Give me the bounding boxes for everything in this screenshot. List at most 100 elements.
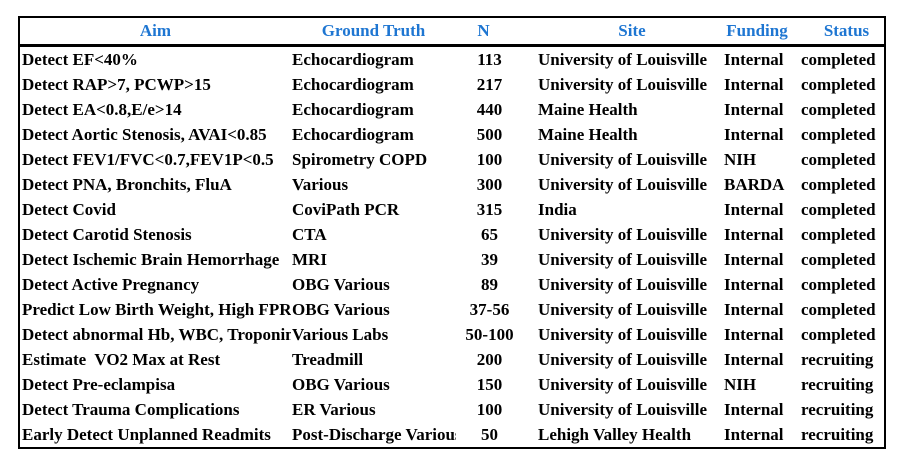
cell-n: 217 — [476, 75, 503, 94]
cell-n: 39 — [481, 250, 498, 269]
table-row: Detect Covid CoviPath PCR 315 India Inte… — [19, 197, 885, 222]
cell-aim: Detect RAP>7, PCWP>15 — [22, 75, 211, 94]
cell-funding: Internal — [724, 50, 784, 69]
table-row: Detect Trauma Complications ER Various 1… — [19, 397, 885, 422]
cell-aim: Detect Carotid Stenosis — [22, 225, 192, 244]
cell-status: completed — [801, 75, 876, 94]
cell-status: recruiting — [801, 350, 874, 369]
table-row: Detect EF<40% Echocardiogram 113 Univers… — [19, 46, 885, 73]
cell-status: recruiting — [801, 375, 874, 394]
cell-ground-truth: Various — [292, 175, 349, 194]
cell-funding: Internal — [724, 300, 784, 319]
cell-site: Maine Health — [538, 100, 638, 119]
cell-status: completed — [801, 300, 876, 319]
cell-ground-truth: Echocardiogram — [292, 75, 414, 94]
table-row: Detect abnormal Hb, WBC, Troponin Variou… — [19, 322, 885, 347]
cell-site: University of Louisville — [538, 375, 708, 394]
cell-n: 37-56 — [469, 300, 510, 319]
cell-aim: Early Detect Unplanned Readmits — [22, 425, 271, 444]
cell-aim: Detect EA<0.8,E/e>14 — [22, 100, 182, 119]
cell-status: completed — [801, 225, 876, 244]
column-header-n: N — [456, 17, 529, 47]
cell-status: completed — [801, 250, 876, 269]
cell-n: 50 — [481, 425, 498, 444]
table-row: Early Detect Unplanned Readmits Post-Dis… — [19, 422, 885, 448]
cell-funding: Internal — [724, 425, 784, 444]
cell-funding: Internal — [724, 225, 784, 244]
cell-aim: Detect Ischemic Brain Hemorrhage — [22, 250, 280, 269]
cell-aim: Detect abnormal Hb, WBC, Troponin — [22, 325, 291, 344]
cell-ground-truth: Treadmill — [292, 350, 364, 369]
cell-status: completed — [801, 325, 876, 344]
cell-n: 89 — [481, 275, 498, 294]
column-header-funding: Funding — [721, 17, 793, 47]
cell-funding: Internal — [724, 400, 784, 419]
cell-funding: Internal — [724, 275, 784, 294]
cell-site: University of Louisville — [538, 150, 708, 169]
table-row: Detect Pre-eclampisa OBG Various 150 Uni… — [19, 372, 885, 397]
cell-aim: Detect Active Pregnancy — [22, 275, 200, 294]
cell-site: University of Louisville — [538, 75, 708, 94]
cell-funding: NIH — [724, 150, 757, 169]
cell-status: recruiting — [801, 425, 874, 444]
cell-n: 300 — [476, 175, 503, 194]
cell-funding: Internal — [724, 250, 784, 269]
cell-aim: Detect Trauma Complications — [22, 400, 240, 419]
table-row: Detect EA<0.8,E/e>14 Echocardiogram 440 … — [19, 97, 885, 122]
cell-n: 113 — [477, 50, 502, 69]
cell-n: 50-100 — [465, 325, 514, 344]
clinical-aims-table: Aim Ground Truth N Site Funding Status D… — [18, 16, 886, 449]
cell-ground-truth: Echocardiogram — [292, 50, 414, 69]
cell-site: Lehigh Valley Health — [538, 425, 692, 444]
cell-aim: Detect PNA, Bronchits, FluA — [22, 175, 232, 194]
cell-aim: Detect FEV1/FVC<0.7,FEV1P<0.5 — [22, 150, 274, 169]
cell-status: completed — [801, 50, 876, 69]
column-header-ground-truth: Ground Truth — [291, 17, 456, 47]
cell-ground-truth: Spirometry COPD — [292, 150, 428, 169]
cell-n: 65 — [481, 225, 498, 244]
table-row: Detect Aortic Stenosis, AVAI<0.85 Echoca… — [19, 122, 885, 147]
cell-funding: Internal — [724, 125, 784, 144]
cell-site: University of Louisville — [538, 400, 708, 419]
cell-n: 100 — [476, 150, 503, 169]
cell-aim: Detect Covid — [22, 200, 116, 219]
cell-aim: Detect Aortic Stenosis, AVAI<0.85 — [22, 125, 267, 144]
cell-aim: Estimate VO2 Max at Rest — [22, 350, 221, 369]
cell-funding: Internal — [724, 350, 784, 369]
table-row: Detect Carotid Stenosis CTA 65 Universit… — [19, 222, 885, 247]
cell-site: University of Louisville — [538, 225, 708, 244]
header-row: Aim Ground Truth N Site Funding Status — [19, 17, 885, 47]
cell-n: 200 — [476, 350, 503, 369]
cell-site: India — [538, 200, 577, 219]
cell-ground-truth: Echocardiogram — [292, 125, 414, 144]
cell-status: completed — [801, 200, 876, 219]
table-header: Aim Ground Truth N Site Funding Status — [19, 17, 885, 47]
cell-funding: Internal — [724, 75, 784, 94]
cell-ground-truth: MRI — [292, 250, 327, 269]
cell-status: completed — [801, 150, 876, 169]
column-header-status: Status — [793, 17, 885, 47]
table-body: Detect EF<40% Echocardiogram 113 Univers… — [19, 46, 885, 449]
cell-funding: Internal — [724, 100, 784, 119]
cell-site: University of Louisville — [538, 325, 708, 344]
cell-n: 315 — [476, 200, 503, 219]
cell-n: 150 — [476, 375, 503, 394]
cell-n: 100 — [476, 400, 503, 419]
cell-site: University of Louisville — [538, 275, 708, 294]
cell-ground-truth: ER Various — [292, 400, 376, 419]
cell-status: recruiting — [801, 400, 874, 419]
cell-site: University of Louisville — [538, 250, 708, 269]
cell-ground-truth: CTA — [292, 225, 327, 244]
cell-funding: Internal — [724, 200, 784, 219]
cell-site: University of Louisville — [538, 300, 708, 319]
cell-ground-truth: Various Labs — [292, 325, 389, 344]
column-header-aim: Aim — [19, 17, 291, 47]
cell-n: 440 — [476, 100, 503, 119]
cell-site: Maine Health — [538, 125, 638, 144]
cell-funding: NIH — [724, 375, 757, 394]
cell-site: University of Louisville — [538, 350, 708, 369]
cell-status: completed — [801, 125, 876, 144]
cell-funding: BARDA — [724, 175, 785, 194]
cell-ground-truth: Post-Discharge Various — [292, 425, 456, 444]
